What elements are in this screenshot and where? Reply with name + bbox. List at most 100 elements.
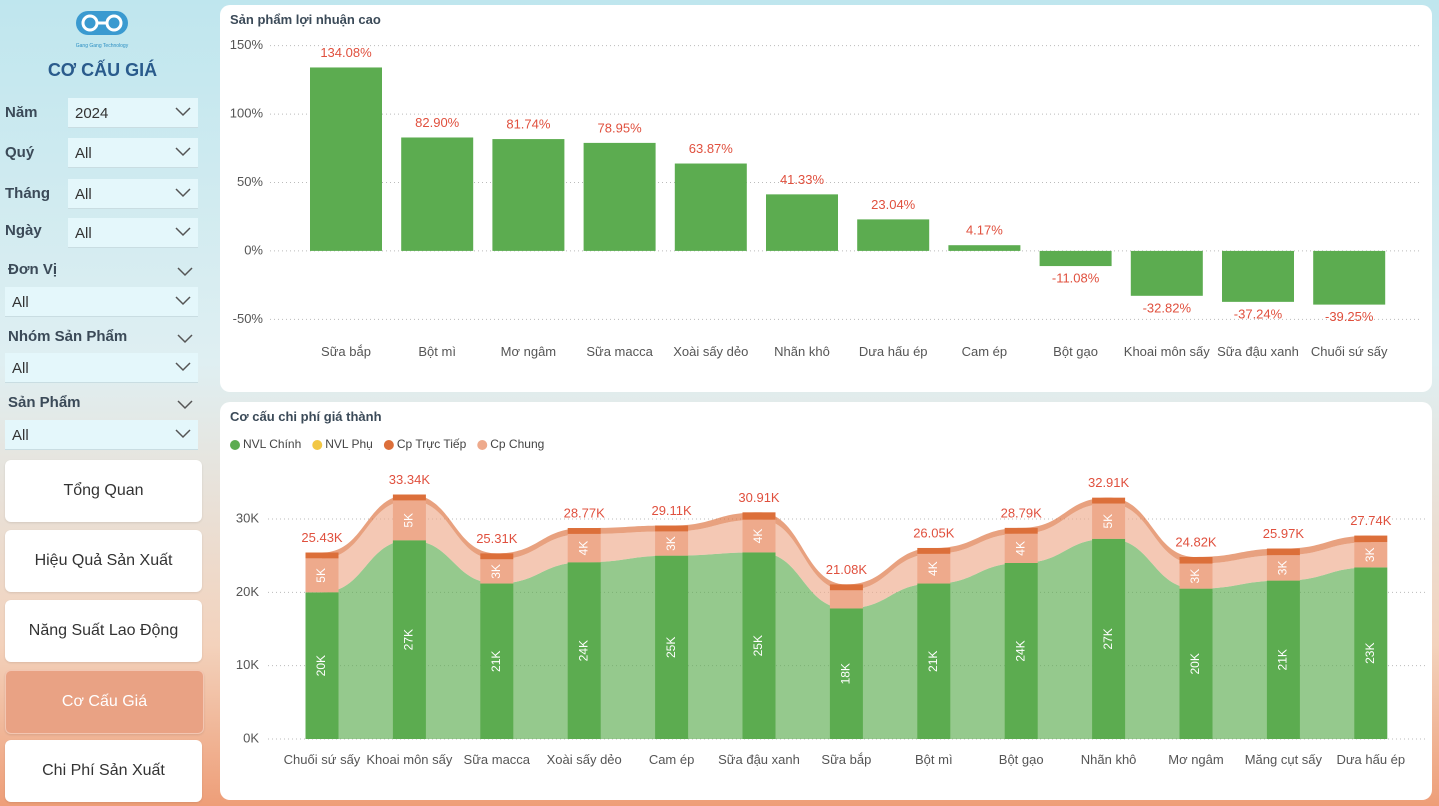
x-tick-label-box: Sữa macca bbox=[586, 344, 653, 359]
data-label: 4.17% bbox=[966, 223, 1003, 238]
bar-segment bbox=[742, 519, 776, 553]
total-label: 21.08K bbox=[826, 562, 868, 577]
nav-button[interactable]: Năng Suất Lao Động bbox=[5, 600, 202, 662]
bar-segment bbox=[1354, 542, 1388, 568]
chevron bbox=[175, 227, 191, 237]
chevron bbox=[175, 188, 191, 198]
data-label: 5K bbox=[402, 513, 416, 528]
bar-segment bbox=[1354, 567, 1388, 739]
x-tick-label-box: Khoai môn sấy bbox=[366, 752, 452, 767]
x-tick-label: Khoai môn sấy bbox=[1123, 344, 1210, 359]
bar-segment bbox=[1004, 563, 1038, 739]
chevron-wrap[interactable] bbox=[177, 258, 200, 278]
x-tick-label-box: Sữa bắp bbox=[821, 752, 871, 767]
total-label: 33.34K bbox=[389, 472, 431, 487]
y-tick-label: -50% bbox=[233, 311, 264, 326]
dropdown-value: 2024 bbox=[75, 105, 109, 122]
data-label: 3K bbox=[489, 564, 503, 579]
x-tick-label-box: Xoài sấy dẻo bbox=[546, 752, 622, 767]
x-tick-label: Bột gạo bbox=[1053, 344, 1098, 359]
data-label: -37.24% bbox=[1234, 306, 1283, 321]
bar bbox=[1130, 250, 1203, 296]
bar-segment bbox=[480, 559, 514, 584]
bar-segment bbox=[655, 555, 689, 739]
dropdown[interactable]: All bbox=[5, 353, 198, 383]
dropdown-value: All bbox=[12, 427, 29, 444]
bar-segment bbox=[1179, 563, 1213, 589]
bar-segment bbox=[655, 531, 689, 556]
data-label: 82.90% bbox=[415, 115, 460, 130]
bar-segment bbox=[655, 525, 689, 532]
filter-label: Năm bbox=[5, 104, 38, 121]
dropdown-value: All bbox=[12, 294, 29, 311]
legend-marker bbox=[477, 440, 488, 450]
bar bbox=[857, 219, 930, 251]
bar bbox=[766, 194, 838, 251]
dropdown[interactable]: All bbox=[68, 179, 198, 209]
bar bbox=[492, 139, 565, 251]
chevron-wrap[interactable] bbox=[177, 391, 200, 411]
nav-button[interactable]: Chi Phí Sản Xuất bbox=[5, 740, 202, 802]
bar-segment bbox=[1266, 555, 1300, 581]
legend-marker bbox=[230, 440, 240, 450]
nav-button[interactable]: Tổng Quan bbox=[5, 460, 202, 522]
x-tick-label: Sữa macca bbox=[463, 752, 531, 767]
data-label: 27K bbox=[402, 629, 416, 650]
x-tick-label: Dưa hấu ép bbox=[858, 344, 928, 359]
bar bbox=[583, 142, 656, 251]
chevron bbox=[175, 296, 191, 306]
x-tick-label-box: Cam ép bbox=[649, 752, 695, 767]
dropdown[interactable]: All bbox=[5, 420, 198, 450]
bar bbox=[1313, 250, 1386, 305]
x-tick-label-box: Xoài sấy dẻo bbox=[673, 344, 749, 359]
nav-button[interactable]: Cơ Cấu Giá bbox=[5, 670, 204, 734]
x-tick-label-box: Bột mì bbox=[915, 752, 953, 767]
dropdown[interactable]: All bbox=[5, 287, 198, 317]
chevron-wrap[interactable] bbox=[177, 325, 200, 345]
bar-segment bbox=[567, 533, 601, 563]
data-label: 18K bbox=[839, 663, 853, 684]
dropdown[interactable]: All bbox=[68, 218, 198, 248]
data-label: 63.87% bbox=[689, 141, 734, 156]
bar-segment bbox=[917, 583, 951, 739]
bar bbox=[401, 137, 474, 251]
bar-segment bbox=[917, 547, 951, 554]
data-label: 23.04% bbox=[871, 197, 916, 212]
bar-segment bbox=[567, 528, 601, 534]
nav-button[interactable]: Hiệu Quả Sản Xuất bbox=[5, 530, 202, 592]
x-tick-label-box: Chuối sứ sấy bbox=[1311, 344, 1388, 359]
bar-segment bbox=[567, 562, 601, 739]
total-label: 27.74K bbox=[1350, 513, 1392, 528]
filter-label: Nhóm Sản Phẩm bbox=[8, 328, 128, 345]
data-label: 3K bbox=[1188, 569, 1202, 584]
legend-label: NVL Phụ bbox=[325, 437, 373, 451]
dropdown[interactable]: All bbox=[68, 138, 198, 168]
x-tick-label: Xoài sấy dẻo bbox=[546, 752, 622, 767]
chart-title: Cơ cấu chi phí giá thành bbox=[230, 409, 382, 424]
logo: Gang Gang Technology bbox=[70, 8, 134, 49]
legend-label: NVL Chính bbox=[243, 437, 301, 451]
legend-label: Cp Trực Tiếp bbox=[397, 437, 467, 451]
total-label: 28.79K bbox=[1001, 505, 1043, 520]
x-tick-label-box: Măng cụt sấy bbox=[1245, 752, 1322, 767]
dropdown[interactable]: 2024 bbox=[68, 98, 198, 128]
chevron bbox=[175, 147, 191, 157]
total-label: 28.77K bbox=[564, 505, 606, 520]
bar-segment bbox=[1354, 535, 1388, 543]
x-tick-label-box: Sữa macca bbox=[463, 752, 531, 767]
data-label: 4K bbox=[751, 529, 765, 544]
bar-segment bbox=[1092, 503, 1126, 539]
bar-segment bbox=[1092, 497, 1126, 504]
x-tick-label: Mơ ngâm bbox=[1168, 752, 1224, 767]
x-tick-label: Bột mì bbox=[915, 752, 953, 767]
dropdown-value: All bbox=[12, 360, 29, 377]
x-tick-label: Bột gạo bbox=[998, 752, 1044, 767]
x-tick-label: Xoài sấy dẻo bbox=[673, 344, 749, 359]
x-tick-label: Nhãn khô bbox=[1080, 752, 1137, 767]
legend-label: Cp Chung bbox=[490, 437, 544, 451]
bar-segment bbox=[1092, 538, 1126, 739]
bar-segment bbox=[1179, 588, 1213, 739]
x-tick-label: Bột mì bbox=[418, 344, 456, 359]
data-label: 20K bbox=[1188, 653, 1202, 674]
